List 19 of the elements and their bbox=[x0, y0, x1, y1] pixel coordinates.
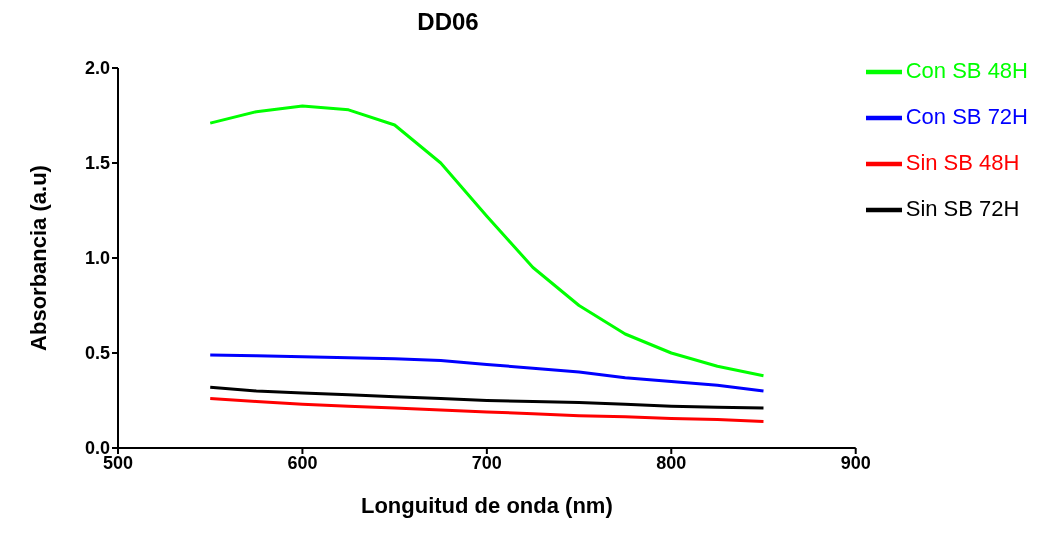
x-axis-title: Longuitud de onda (nm) bbox=[360, 493, 613, 518]
legend-label: Con SB 72H bbox=[905, 104, 1028, 129]
line-series bbox=[208, 353, 765, 393]
legend-label: Con SB 48H bbox=[905, 58, 1028, 83]
y-tick-label: 1.5 bbox=[84, 153, 110, 174]
line-series bbox=[208, 397, 765, 423]
chart-title: DD06 bbox=[416, 8, 480, 36]
legend-label: Sin SB 72H bbox=[905, 196, 1020, 221]
x-tick-label: 900 bbox=[840, 452, 871, 473]
y-tick-label: 0.5 bbox=[84, 343, 110, 364]
x-tick-label: 600 bbox=[287, 452, 318, 473]
line-series bbox=[208, 385, 765, 410]
line-series bbox=[208, 104, 765, 378]
y-tick-label: 1.0 bbox=[84, 248, 110, 269]
x-tick-label: 700 bbox=[471, 452, 502, 473]
legend-label: Sin SB 48H bbox=[905, 150, 1020, 175]
x-tick-label: 800 bbox=[656, 452, 687, 473]
y-axis-title: Absorbancia (a.u) bbox=[25, 165, 51, 351]
y-tick-label: 2.0 bbox=[84, 58, 110, 79]
